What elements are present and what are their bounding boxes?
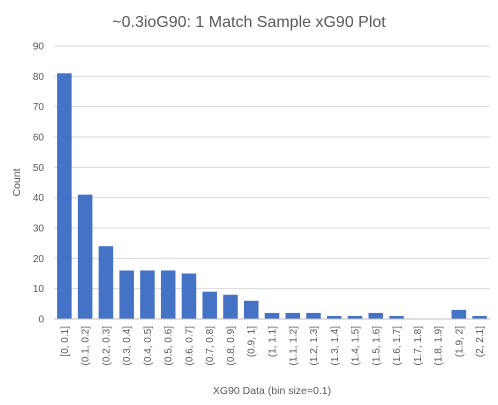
y-tick-label: 10 — [33, 284, 45, 295]
x-tick-label: (0.5, 0.6] — [164, 326, 175, 366]
x-tick-label: (1.4, 1.5] — [351, 326, 362, 366]
y-tick-label: 40 — [33, 193, 45, 204]
x-tick-label: [0, 0.1] — [60, 326, 71, 357]
bar — [347, 315, 363, 319]
y-tick-label: 90 — [33, 42, 45, 53]
bar — [202, 291, 217, 319]
x-tick-label: (0.9, 1] — [247, 326, 258, 357]
bar — [98, 246, 114, 319]
bar — [264, 312, 280, 319]
x-tick-label: (1.5, 1.6] — [371, 326, 382, 366]
bar — [389, 315, 404, 319]
x-tick-label: (0.6, 0.7] — [184, 326, 195, 366]
x-tick-label: (0.3, 0.4] — [122, 326, 133, 366]
x-tick-label: (0.8, 0.9] — [226, 326, 237, 366]
bar — [243, 300, 259, 319]
x-tick-label: (1, 1.1] — [268, 326, 279, 357]
bar — [306, 312, 321, 319]
bar — [472, 315, 487, 319]
bar — [119, 270, 134, 319]
bar — [140, 270, 155, 319]
x-tick-label: (0.4, 0.5] — [143, 326, 154, 366]
x-axis-title: XG90 Data (bin size=0.1) — [213, 385, 331, 397]
bar — [160, 270, 176, 319]
y-axis-ticks: 0 10 20 30 40 50 60 70 80 90 — [33, 42, 45, 326]
y-axis-title: Count — [11, 168, 23, 196]
x-axis-ticks: [0, 0.1] (0.1, 0.2] (0.2, 0.3] (0.3, 0.4] (0… — [60, 326, 486, 366]
bar — [181, 273, 197, 319]
y-tick-label: 0 — [38, 315, 44, 326]
y-tick-label: 60 — [33, 133, 45, 144]
y-tick-label: 70 — [33, 102, 45, 113]
x-tick-label: (0.2, 0.3] — [101, 326, 112, 366]
bar — [451, 309, 467, 319]
y-tick-label: 30 — [33, 224, 45, 235]
x-tick-label: (1.9, 2] — [454, 326, 465, 357]
x-tick-label: (1.1, 1.2] — [288, 326, 299, 366]
chart-title: ~0.3ioG90: 1 Match Sample xG90 Plot — [112, 14, 386, 31]
bar — [57, 73, 72, 319]
bar — [285, 312, 301, 319]
x-tick-label: (0.1, 0.2] — [81, 326, 92, 366]
y-tick-label: 80 — [33, 72, 45, 83]
x-tick-label: (1.6, 1.7] — [392, 326, 403, 366]
x-tick-label: (2, 2.1] — [475, 326, 486, 357]
x-tick-label: (1.2, 1.3] — [309, 326, 320, 366]
x-tick-label: (1.7, 1.8] — [413, 326, 424, 366]
bar — [368, 312, 384, 319]
bar — [223, 294, 238, 319]
gridlines — [54, 45, 490, 290]
bars — [57, 73, 487, 319]
x-tick-label: (1.8, 1.9] — [434, 326, 445, 366]
y-tick-label: 20 — [33, 254, 45, 265]
bar — [77, 194, 93, 319]
y-tick-label: 50 — [33, 163, 45, 174]
bar — [327, 315, 342, 319]
x-tick-label: (1.3, 1.4] — [330, 326, 341, 366]
x-tick-label: (0.7, 0.8] — [205, 326, 216, 366]
